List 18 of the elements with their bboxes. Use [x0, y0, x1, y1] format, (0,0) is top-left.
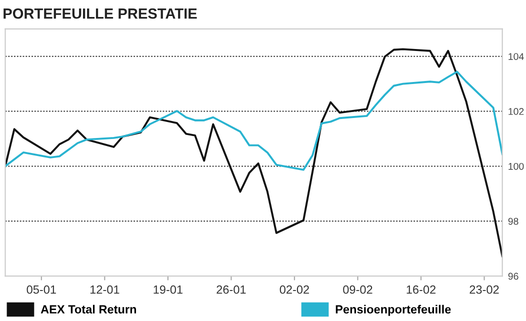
y-tick-label: 100: [508, 162, 524, 170]
x-tick-label: 12-01: [90, 285, 120, 294]
x-tick-label: 05-01: [26, 285, 56, 294]
x-tick-label: 23-02: [470, 285, 499, 294]
legend-label: AEX Total Return: [40, 304, 136, 314]
x-tick-label: 26-01: [216, 285, 246, 294]
y-tick-label: 102: [508, 108, 524, 115]
line-series: [5, 70, 502, 171]
y-tick-label: 96: [508, 272, 518, 280]
y-tick-label: 104: [508, 53, 524, 60]
x-tick-label: 09-02: [343, 285, 372, 294]
line-series: [5, 48, 502, 258]
x-tick-label: 19-01: [154, 285, 182, 294]
x-tick-label: 02-02: [280, 285, 309, 294]
y-tick-label: 98: [508, 218, 518, 225]
x-tick-label: 16-02: [406, 285, 436, 294]
chart-title: PORTEFEUILLE PRESTATIE: [4, 8, 197, 19]
legend-label: Pensioenportefeuille: [336, 304, 451, 316]
